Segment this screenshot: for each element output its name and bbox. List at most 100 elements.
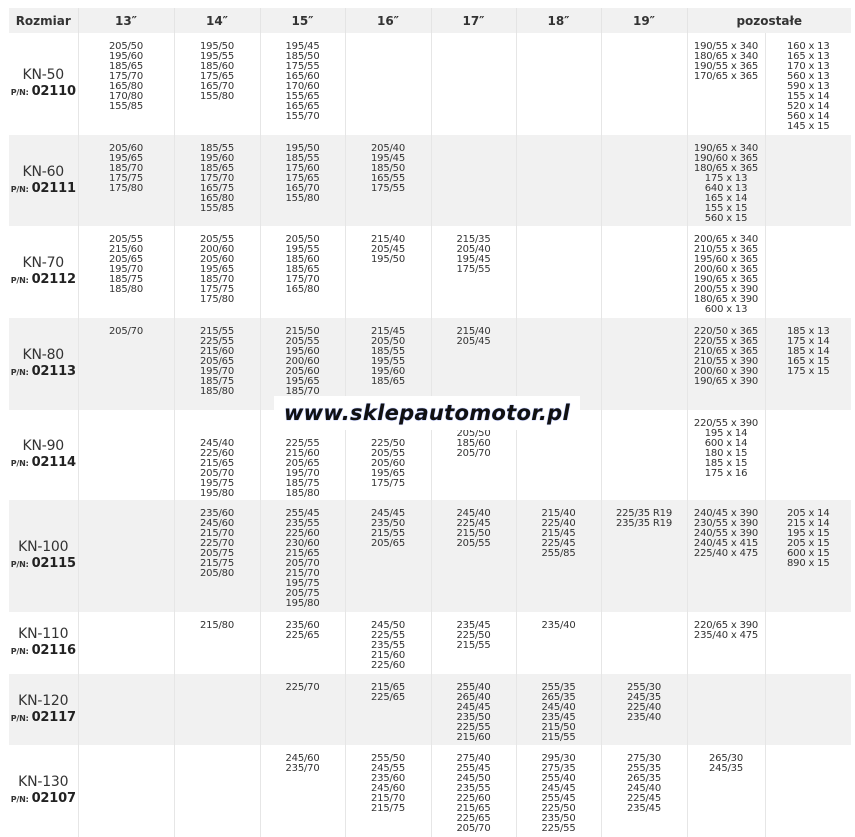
table-row: KN-110 P/N: 02116 215/80 235/60 225/65 245/50… — [9, 612, 852, 674]
size-cell: 275/30 255/35 265/35 245/40 225/45 235/45 — [600, 745, 687, 837]
pn-label: P/N: — [10, 560, 29, 569]
size-cell — [600, 612, 687, 674]
tire-size: 185/55 — [285, 153, 320, 164]
tire-size: 205/40 — [371, 143, 405, 154]
tire-size: 195/75 — [285, 578, 320, 589]
size-cell — [515, 226, 601, 318]
tire-size: 185 x 13 — [787, 326, 830, 337]
tire-size: 215/55 — [541, 732, 576, 743]
tire-size: 890 x 15 — [787, 558, 830, 569]
tire-size-table: Rozmiar 13″ 14″ 15″ 16″ 17″ 18″ 19″ pozo… — [9, 8, 852, 837]
table-row: KN-120 P/N: 02117 225/70 215/65 225/65 255/40… — [9, 674, 852, 745]
tire-size: 175 x 15 — [787, 366, 830, 377]
tire-size: 215/65 — [200, 458, 234, 469]
tire-size: 220/50 x 365 — [693, 326, 759, 337]
tire-size: 195/50 — [285, 143, 320, 154]
model-name: KN-80 — [22, 347, 65, 363]
size-cell: 185/55 195/60 185/65 175/70 165/75 165/80 155/… — [173, 135, 260, 226]
part-number: P/N: 02112 — [9, 272, 78, 289]
tire-size: 210/55 x 365 — [693, 244, 759, 255]
tire-size: 190/65 x 340 — [693, 143, 759, 154]
header-13: 13″ — [77, 8, 174, 33]
tire-size: 245/40 — [541, 702, 576, 713]
tire-size: 215/70 — [200, 528, 234, 539]
tire-size: 175/75 — [371, 478, 405, 489]
tire-size: 255/40 — [541, 773, 576, 784]
tire-size: 245/55 — [371, 763, 405, 774]
part-number: P/N: 02117 — [9, 710, 78, 727]
pn-value: 02117 — [31, 709, 76, 725]
tire-size: 155/85 — [200, 203, 234, 214]
tire-size: 195/70 — [200, 366, 234, 377]
tire-size: 205/55 — [200, 234, 234, 245]
size-cell: 195/45 185/50 175/55 165/60 170/60 155/65 165/… — [259, 33, 345, 135]
tire-size: 185/80 — [200, 386, 234, 397]
pn-value: 02107 — [31, 791, 76, 806]
tire-size: 175/75 — [200, 284, 234, 295]
size-cell — [77, 612, 174, 674]
tire-size: 600 x 13 — [704, 304, 748, 315]
tire-size: 175/60 — [285, 163, 320, 174]
tire-size: 175/80 — [200, 294, 234, 305]
tire-size: 195/50 — [200, 41, 234, 52]
size-cell: 215/40 225/40 215/45 225/45 255/85 — [515, 500, 601, 612]
tire-size: 185/55 — [200, 143, 234, 154]
size-cell: 215/45 205/50 185/55 195/55 195/60 185/65 — [344, 318, 431, 410]
tire-size: 205/75 — [285, 588, 320, 599]
tire-size: 215/45 — [541, 528, 576, 539]
tire-size: 195/55 — [285, 244, 320, 255]
tire-size: 205 x 15 — [787, 538, 830, 549]
tire-size: 215/80 — [200, 620, 234, 631]
tire-size: 180/65 x 340 — [693, 51, 759, 62]
tire-size: 195/65 — [109, 153, 143, 164]
tire-size: 165/70 — [200, 81, 234, 92]
tire-size: 255/40 — [456, 682, 491, 693]
tire-size: 225/40 — [541, 518, 576, 529]
tire-size: 245/60 — [285, 753, 320, 764]
tire-size: 245/45 — [456, 702, 491, 713]
tire-size: 170/60 — [285, 81, 320, 92]
tire-size: 200/60 x 390 — [693, 366, 759, 377]
size-cell: 215/40 205/45 — [430, 318, 516, 410]
size-cell — [515, 135, 601, 226]
tire-size: 245/35 — [709, 763, 743, 774]
size-cell — [764, 135, 852, 226]
tire-size: 205/45 — [371, 244, 405, 255]
size-cell — [600, 226, 687, 318]
tire-size: 225/55 — [456, 722, 491, 733]
size-cell: 255/30 245/35 225/40 235/40 — [600, 674, 687, 745]
size-cell: 205 x 14 215 x 14 195 x 15 205 x 15 600 x 15… — [764, 500, 852, 612]
tire-size: 235/50 — [541, 813, 576, 824]
tire-size: 155/70 — [285, 111, 320, 122]
model-name: KN-70 — [22, 255, 65, 271]
tire-size: 225/65 — [285, 630, 320, 641]
model-name: KN-100 — [18, 539, 69, 555]
tire-size: 185/80 — [285, 488, 320, 499]
tire-size: 225/55 — [285, 438, 320, 449]
model-name: KN-60 — [22, 163, 65, 180]
tire-size: 215/40 — [541, 508, 576, 519]
tire-size: 185/55 — [371, 346, 405, 357]
size-cell — [430, 135, 516, 226]
tire-size: 220/55 x 365 — [693, 336, 759, 347]
tire-size: 195/60 x 365 — [693, 254, 759, 265]
tire-size: 255/45 — [285, 508, 320, 519]
model-cell: KN-100 P/N: 02115 — [9, 500, 78, 612]
size-cell: 220/50 x 365 220/55 x 365 210/65 x 365 210/… — [686, 318, 765, 410]
tire-size: 225/40 — [627, 702, 661, 713]
tire-size: 155/80 — [200, 91, 234, 102]
size-cell: 220/55 x 390 195 x 14 600 x 14 180 x 15 185 … — [686, 410, 765, 500]
tire-size: 205/70 — [456, 823, 491, 834]
pn-label: P/N: — [10, 184, 29, 194]
size-cell: 235/45 225/50 215/55 — [430, 612, 516, 674]
pn-label: P/N: — [10, 88, 29, 97]
tire-size: 165/65 — [285, 101, 320, 112]
tire-size: 235/55 — [456, 783, 491, 794]
size-cell: 235/60 225/65 — [259, 612, 345, 674]
size-cell: 255/40 265/40 245/45 235/50 225/55 215/60 — [430, 674, 516, 745]
tire-size: 245/60 — [371, 783, 405, 794]
tire-size: 275/40 — [456, 753, 491, 764]
header-17: 17″ — [430, 8, 516, 33]
tire-size: 195/80 — [200, 488, 234, 499]
tire-size: 175/75 — [109, 173, 143, 184]
